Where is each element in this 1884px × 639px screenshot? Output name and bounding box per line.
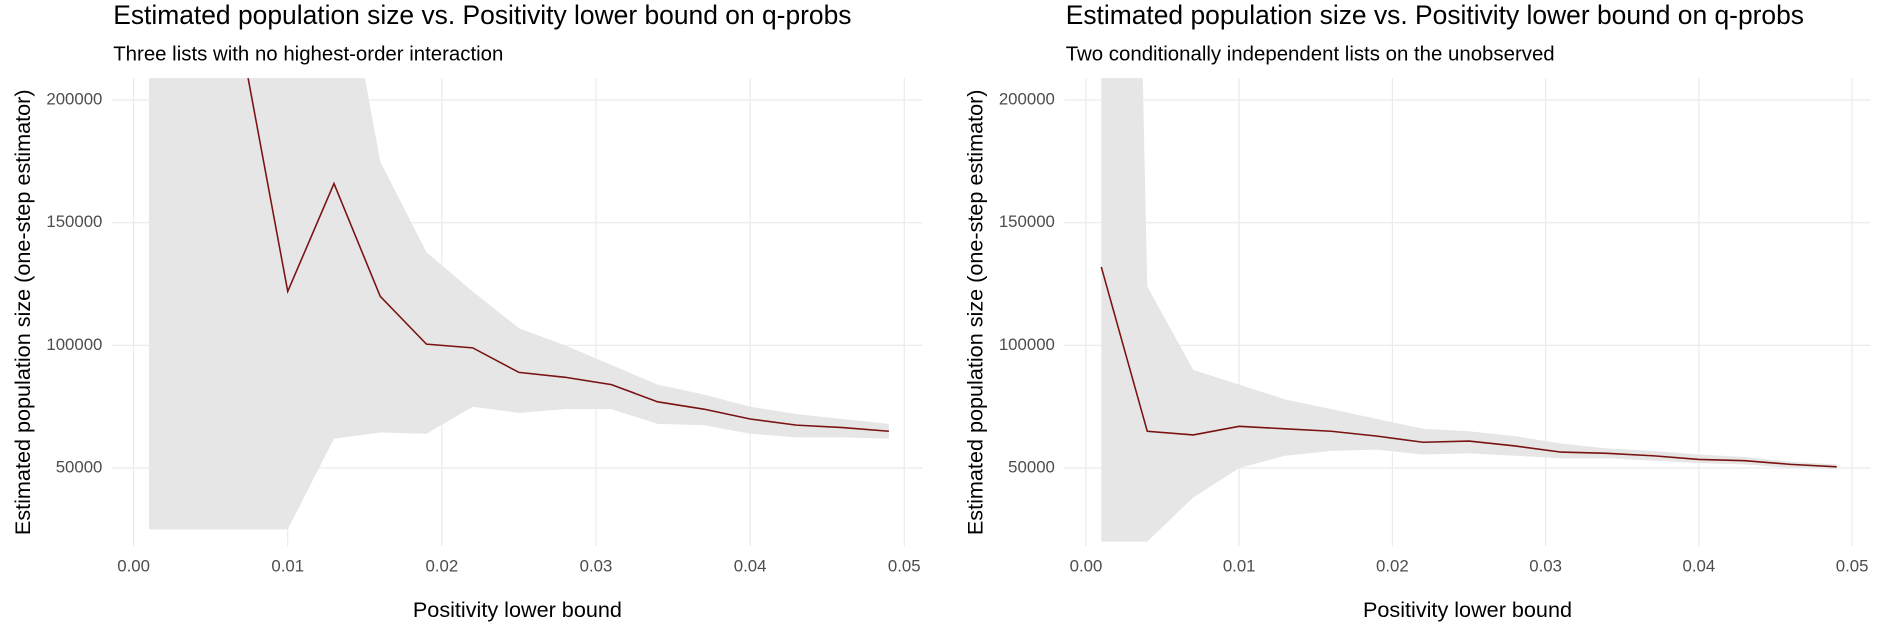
y-tick-label: 200000 <box>999 90 1055 109</box>
x-tick-label: 0.05 <box>888 556 921 575</box>
x-tick-label: 0.01 <box>1223 556 1256 575</box>
x-tick-label: 0.02 <box>426 556 459 575</box>
chart-subtitle: Two conditionally independent lists on t… <box>1066 44 1555 66</box>
plot-area <box>149 78 889 530</box>
estimate-line <box>247 78 889 433</box>
y-tick-label: 50000 <box>1008 457 1055 476</box>
y-axis-title: Estimated population size (one-step esti… <box>10 89 35 535</box>
x-tick-label: 0.05 <box>1836 556 1869 575</box>
x-tick-label: 0.03 <box>580 556 613 575</box>
x-tick-label: 0.04 <box>734 556 767 575</box>
y-tick-label: 150000 <box>999 212 1055 231</box>
y-tick-label: 200000 <box>46 90 102 109</box>
x-tick-label: 0.02 <box>1376 556 1409 575</box>
x-tick-label: 0.04 <box>1683 556 1716 575</box>
x-tick-label: 0.00 <box>1070 556 1103 575</box>
y-axis-title: Estimated population size (one-step esti… <box>963 89 988 535</box>
y-tick-label: 150000 <box>46 212 102 231</box>
chart-title: Estimated population size vs. Positivity… <box>113 0 851 30</box>
chart-subtitle: Three lists with no highest-order intera… <box>113 44 503 66</box>
y-tick-label: 100000 <box>46 335 102 354</box>
confidence-band <box>1101 78 1837 542</box>
x-tick-label: 0.01 <box>271 556 304 575</box>
y-tick-label: 50000 <box>56 457 103 476</box>
x-axis-title: Positivity lower bound <box>1363 597 1572 622</box>
confidence-band <box>149 78 889 530</box>
y-tick-label: 100000 <box>999 335 1055 354</box>
x-tick-label: 0.00 <box>117 556 150 575</box>
plot-area <box>1100 78 1837 542</box>
x-tick-label: 0.03 <box>1529 556 1562 575</box>
chart-title: Estimated population size vs. Positivity… <box>1066 0 1804 30</box>
estimate-line <box>1100 266 1837 468</box>
x-axis-title: Positivity lower bound <box>413 597 622 622</box>
